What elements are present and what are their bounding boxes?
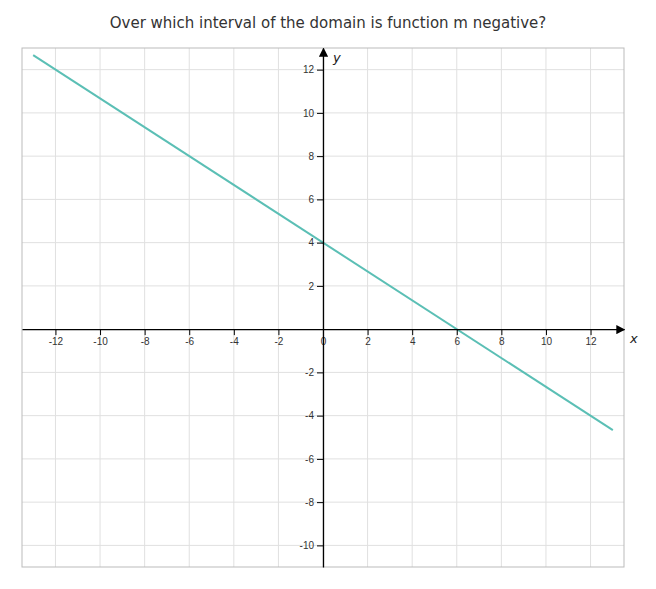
tick-label: -8 bbox=[305, 497, 314, 508]
tick-mark bbox=[55, 329, 56, 335]
tick-mark bbox=[546, 329, 547, 335]
tick-label: 10 bbox=[303, 108, 315, 119]
tick-label: 6 bbox=[308, 194, 314, 205]
grid bbox=[22, 48, 624, 567]
grid-line bbox=[501, 48, 502, 567]
tick-mark bbox=[457, 329, 458, 335]
tick-label: -2 bbox=[305, 367, 314, 378]
tick-label: -4 bbox=[305, 410, 314, 421]
title: Over which interval of the domain is fun… bbox=[110, 14, 547, 32]
grid-line bbox=[278, 48, 279, 567]
grid-line bbox=[545, 48, 546, 567]
tick-label: 10 bbox=[541, 336, 553, 347]
grid-line bbox=[456, 48, 457, 567]
grid-line bbox=[590, 48, 591, 567]
tick-mark bbox=[145, 329, 146, 335]
tick: -4 bbox=[305, 410, 323, 421]
tick-label: -12 bbox=[49, 336, 64, 347]
tick: 8 bbox=[499, 329, 505, 347]
tick-mark bbox=[317, 545, 323, 546]
grid-line bbox=[323, 48, 324, 567]
tick-label: 8 bbox=[308, 151, 314, 162]
tick-mark bbox=[317, 459, 323, 460]
tick-label: 6 bbox=[454, 336, 460, 347]
tick-label: 8 bbox=[499, 336, 505, 347]
axis-line bbox=[323, 49, 324, 568]
tick-mark bbox=[100, 329, 101, 335]
tick: -12 bbox=[49, 329, 64, 347]
tick: -4 bbox=[230, 329, 239, 347]
grid-line bbox=[412, 48, 413, 567]
y-axis-title: y bbox=[332, 50, 341, 65]
tick-mark bbox=[189, 329, 190, 335]
tick: 6 bbox=[454, 329, 460, 347]
tick-mark bbox=[234, 329, 235, 335]
tick-mark bbox=[278, 329, 279, 335]
tick: -6 bbox=[305, 454, 323, 465]
tick: 10 bbox=[303, 108, 323, 119]
tick-label: -8 bbox=[141, 336, 150, 347]
grid-line bbox=[233, 48, 234, 567]
tick-mark bbox=[368, 329, 369, 335]
tick: 12 bbox=[303, 64, 323, 75]
tick-mark bbox=[412, 329, 413, 335]
tick-label: -10 bbox=[93, 336, 108, 347]
tick: 4 bbox=[410, 329, 416, 347]
tick-mark bbox=[317, 199, 323, 200]
tick-mark bbox=[317, 416, 323, 417]
plot-frame bbox=[22, 48, 624, 567]
tick-mark bbox=[591, 329, 592, 335]
tick-mark bbox=[317, 372, 323, 373]
tick-label: 4 bbox=[308, 237, 314, 248]
tick: -10 bbox=[93, 329, 108, 347]
tick: -2 bbox=[274, 329, 283, 347]
tick-label: 12 bbox=[585, 336, 597, 347]
tick-label: 4 bbox=[410, 336, 416, 347]
tick-label: -10 bbox=[300, 540, 315, 551]
tick: 8 bbox=[308, 151, 323, 162]
tick: -2 bbox=[305, 367, 323, 378]
tick: 6 bbox=[308, 194, 323, 205]
tick-label: -2 bbox=[274, 336, 283, 347]
grid-line bbox=[100, 48, 101, 567]
tick-mark bbox=[317, 113, 323, 114]
tick-label: -6 bbox=[305, 454, 314, 465]
tick-label: 12 bbox=[303, 64, 315, 75]
tick-mark bbox=[501, 329, 502, 335]
tick: 10 bbox=[541, 329, 553, 347]
tick-label: 2 bbox=[365, 336, 371, 347]
tick-mark bbox=[317, 156, 323, 157]
tick-label: 2 bbox=[308, 281, 314, 292]
tick: -8 bbox=[305, 497, 323, 508]
y-axis: -10 -8 -6 -4 -2 2 4 6 8 10 12 bbox=[300, 49, 324, 568]
tick: 4 bbox=[308, 237, 323, 248]
grid-line bbox=[189, 48, 190, 567]
tick-mark bbox=[317, 286, 323, 287]
tick-label: -6 bbox=[185, 336, 194, 347]
tick-label: -4 bbox=[230, 336, 239, 347]
tick: 2 bbox=[365, 329, 371, 347]
tick-mark bbox=[317, 70, 323, 71]
grid-line bbox=[55, 48, 56, 567]
x-axis-title: x bbox=[629, 331, 638, 346]
chart: -12-10-8-6-4-2024681012-10-8-6-4-2246810… bbox=[0, 0, 656, 589]
grid-line bbox=[367, 48, 368, 567]
tick: 12 bbox=[585, 329, 597, 347]
tick-mark bbox=[317, 243, 323, 244]
tick: -6 bbox=[185, 329, 194, 347]
tick: 2 bbox=[308, 281, 323, 292]
tick: -8 bbox=[141, 329, 150, 347]
tick: -10 bbox=[300, 540, 323, 551]
tick-mark bbox=[317, 502, 323, 503]
